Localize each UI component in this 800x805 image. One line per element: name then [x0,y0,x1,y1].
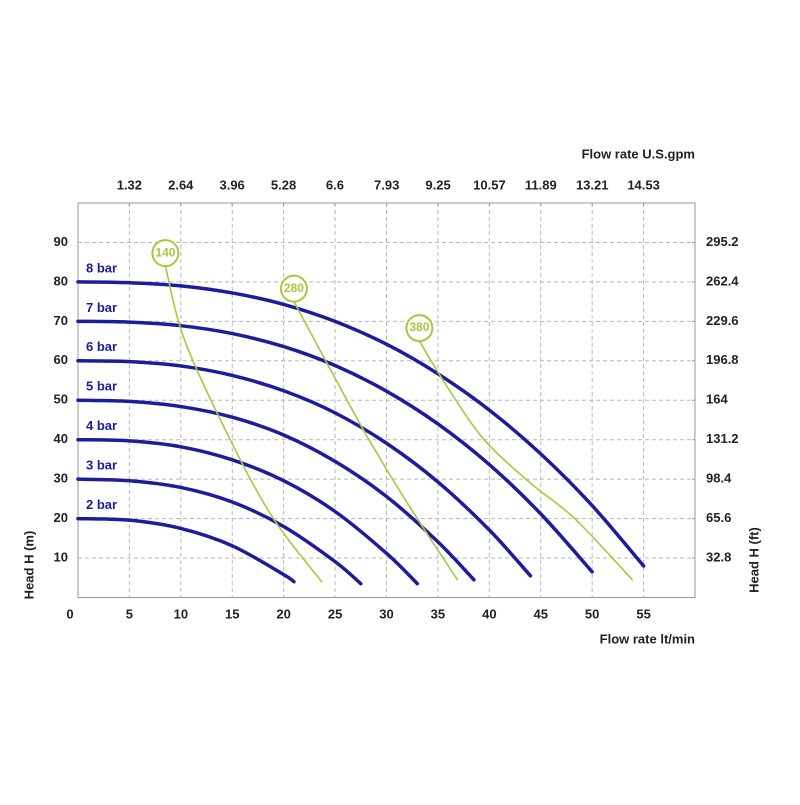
x2-tick-label: 14.53 [627,177,660,192]
x-tick-label: 50 [585,606,599,621]
y2-tick-label: 262.4 [706,273,739,288]
y2-tick-label: 295.2 [706,234,739,249]
x-tick-label: 5 [126,606,133,621]
series-label: 140 [155,245,175,259]
series-line [76,319,594,574]
series-label: 380 [409,320,429,334]
y-tick-label: 60 [54,352,68,367]
y-tick-label: 10 [54,549,68,564]
series-label: 6 bar [86,339,117,354]
x-tick-label: 35 [431,606,445,621]
series-label: 2 bar [86,497,117,512]
x2-tick-label: 7.93 [374,177,399,192]
series-label: 3 bar [86,458,117,473]
x-tick-label: 45 [534,606,548,621]
series-line [76,477,363,586]
series-line [76,280,646,568]
y-tick-label: 80 [54,273,68,288]
x-tick-label: 55 [636,606,650,621]
y2-axis-title: Head H (ft) [746,527,761,593]
series-line [293,300,459,581]
x-tick-label: 10 [174,606,188,621]
y-tick-label: 40 [54,431,68,446]
x2-tick-label: 3.96 [219,177,244,192]
series-label-circle [279,274,308,303]
x2-tick-label: 1.32 [117,177,142,192]
x2-tick-label: 11.89 [525,177,557,192]
y2-tick-label: 65.6 [706,510,731,525]
y2-tick-label: 164 [706,392,728,407]
y-tick-label: 50 [54,392,68,407]
series-label: 7 bar [86,300,117,315]
y2-tick-label: 229.6 [706,313,739,328]
x-tick-label: 30 [379,606,393,621]
x-tick-label: 0 [66,606,73,621]
series-label: 5 bar [86,379,117,394]
x-tick-label: 40 [482,606,496,621]
x-tick-label: 25 [328,606,342,621]
y2-tick-label: 131.2 [706,431,739,446]
series-line [418,340,634,581]
series-line [76,516,296,584]
series-line [76,359,533,578]
y-tick-label: 20 [54,510,68,525]
x2-tick-label: 5.28 [271,177,296,192]
series-line [76,437,420,586]
x2-tick-label: 13.21 [576,177,609,192]
y-axis-title: Head H (m) [21,531,36,600]
series-label: 4 bar [86,418,117,433]
x2-tick-label: 2.64 [168,177,194,192]
x2-tick-label: 6.6 [326,177,344,192]
series-label: 280 [284,281,304,295]
y2-tick-label: 98.4 [706,471,732,486]
series-label: 8 bar [86,260,117,275]
y-tick-label: 30 [54,471,68,486]
x2-axis-title: Flow rate U.S.gpm [582,146,695,161]
x2-tick-label: 10.57 [473,177,506,192]
series-label-circle [405,314,434,343]
y-tick-label: 90 [54,234,68,249]
series-line [164,265,323,583]
x-tick-label: 15 [225,606,239,621]
series-line [76,398,476,582]
x2-tick-label: 9.25 [425,177,450,192]
y-tick-label: 70 [54,313,68,328]
y2-tick-label: 32.8 [706,549,731,564]
x-tick-label: 20 [276,606,290,621]
y2-tick-label: 196.8 [706,352,739,367]
series-label-circle [151,239,180,268]
x-axis-title: Flow rate lt/min [600,631,695,646]
